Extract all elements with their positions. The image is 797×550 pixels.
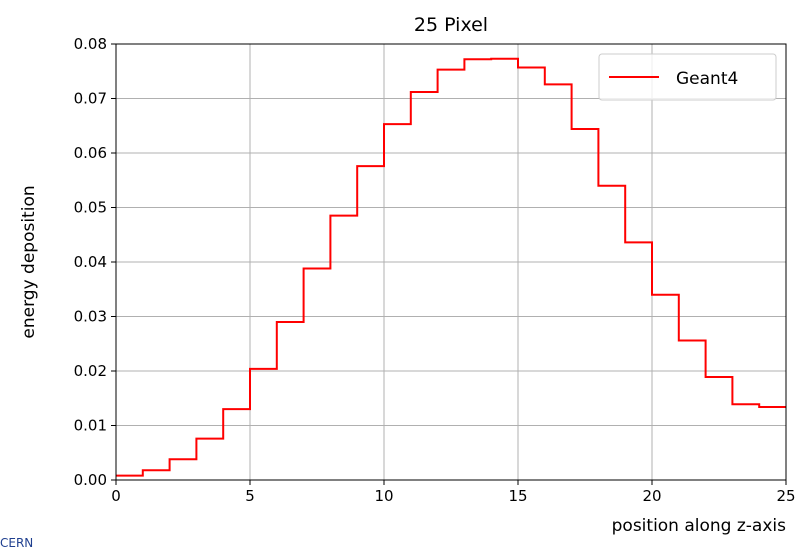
y-tick-label: 0.02 — [74, 362, 107, 380]
y-tick-label: 0.03 — [74, 308, 107, 326]
corner-text: CERN — [0, 536, 34, 550]
y-tick-label: 0.04 — [74, 253, 107, 271]
legend: Geant4 — [598, 53, 777, 101]
y-tick-label: 0.07 — [74, 90, 107, 108]
y-axis-label: energy deposition — [19, 185, 39, 338]
x-axis-label: position along z-axis — [612, 516, 787, 536]
x-tick-label: 0 — [111, 487, 121, 505]
y-axis: 0.00 0.01 0.02 0.03 0.04 0.05 0.06 0.07 0.08 — [74, 35, 116, 489]
grid-lines — [115, 43, 787, 481]
y-tick-label: 0.01 — [74, 417, 107, 435]
x-tick-label: 20 — [642, 487, 661, 505]
legend-box — [598, 53, 777, 101]
series-line-geant4 — [116, 57, 786, 477]
y-tick-label: 0.00 — [74, 471, 107, 489]
y-tick-label: 0.06 — [74, 144, 107, 162]
x-axis: 0 5 10 15 20 25 — [111, 480, 796, 505]
chart-title: 25 Pixel — [414, 14, 488, 36]
x-tick-label: 25 — [776, 487, 795, 505]
x-tick-label: 15 — [508, 487, 527, 505]
legend-label-geant4: Geant4 — [676, 69, 738, 89]
y-tick-label: 0.05 — [74, 199, 107, 217]
y-tick-label: 0.08 — [74, 35, 107, 53]
x-tick-label: 10 — [374, 487, 393, 505]
x-tick-label: 5 — [245, 487, 255, 505]
